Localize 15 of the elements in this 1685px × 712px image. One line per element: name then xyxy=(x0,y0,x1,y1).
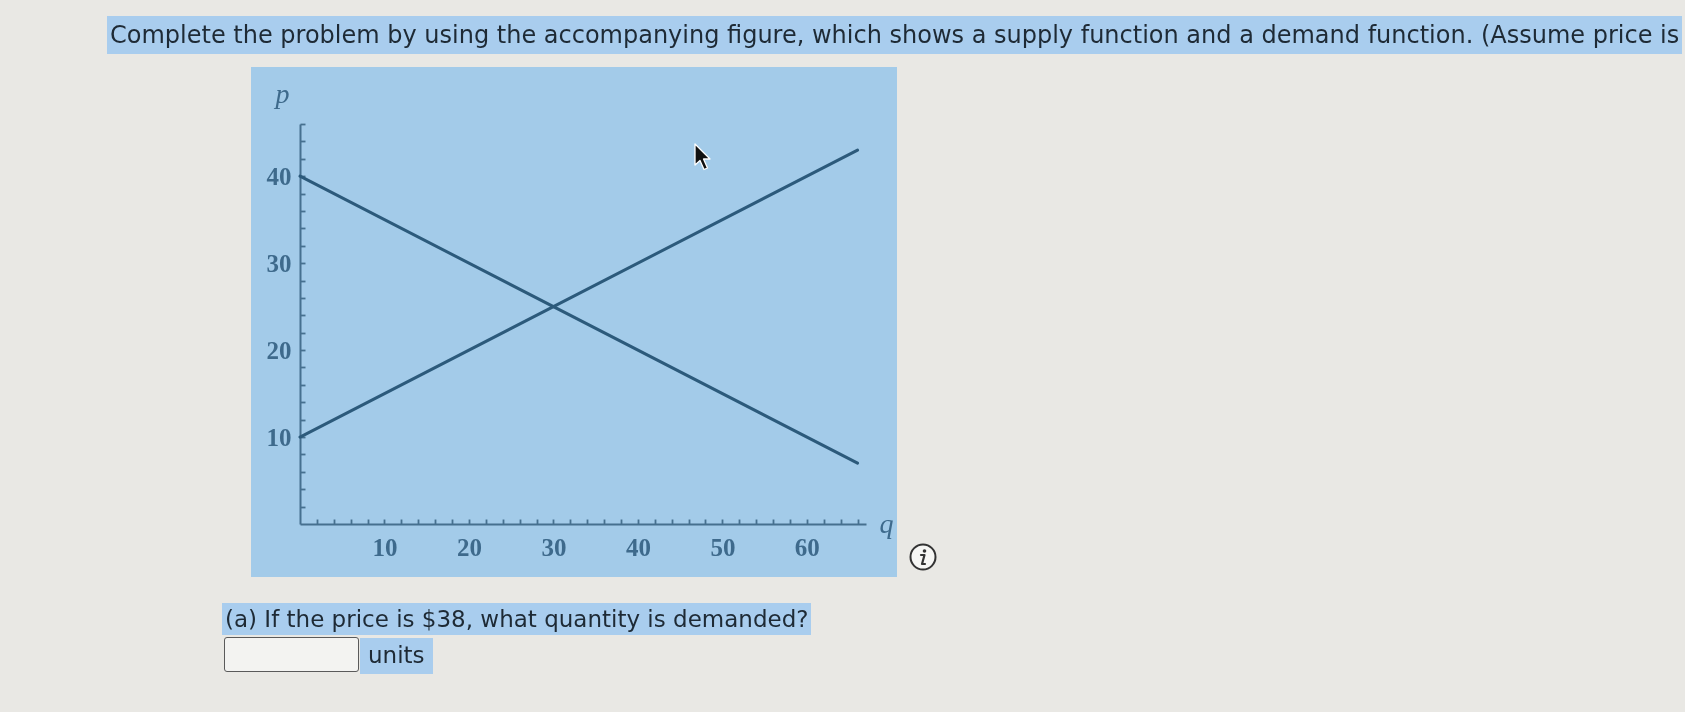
y-tick-label: 40 xyxy=(266,162,292,190)
chart-title: Complete the problem by using the accompanying figure, which shows a supply function and a demand function. (Assume price is xyxy=(107,16,1683,54)
x-tick-label: 40 xyxy=(625,533,651,561)
y-tick-label: 20 xyxy=(266,336,292,364)
y-tick-label: 10 xyxy=(266,423,292,451)
x-tick-label: 30 xyxy=(541,533,567,561)
y-tick-label: 30 xyxy=(266,249,292,277)
x-axis-title: q xyxy=(879,507,894,539)
y-axis-title: p xyxy=(273,77,290,109)
text: units xyxy=(360,638,433,674)
x-tick-label: 60 xyxy=(794,533,820,561)
x-tick-label: 10 xyxy=(372,533,398,561)
text: (a) If the price is $38, what quantity is demanded? xyxy=(222,603,812,635)
x-tick-label: 20 xyxy=(456,533,482,561)
x-tick-label: 50 xyxy=(710,533,736,561)
